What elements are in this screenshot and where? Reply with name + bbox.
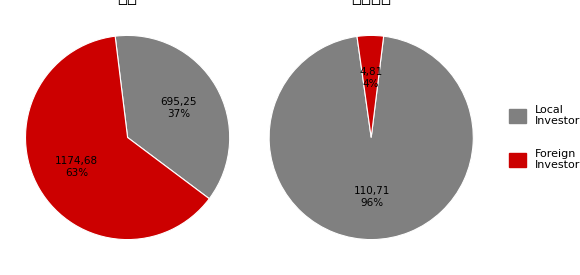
- Text: 695,25
37%: 695,25 37%: [161, 97, 197, 119]
- Title: 企业唇券: 企业唇券: [351, 0, 391, 6]
- Text: 4,81
4%: 4,81 4%: [359, 67, 382, 89]
- Text: 1174,68
63%: 1174,68 63%: [55, 156, 98, 178]
- Legend: Local
Investor, Foreign
Investor: Local Investor, Foreign Investor: [509, 105, 580, 170]
- Text: 110,71
96%: 110,71 96%: [354, 186, 390, 208]
- Wedge shape: [26, 36, 209, 240]
- Title: 股票: 股票: [118, 0, 137, 6]
- Wedge shape: [269, 36, 473, 240]
- Wedge shape: [357, 35, 383, 138]
- Wedge shape: [115, 35, 230, 199]
